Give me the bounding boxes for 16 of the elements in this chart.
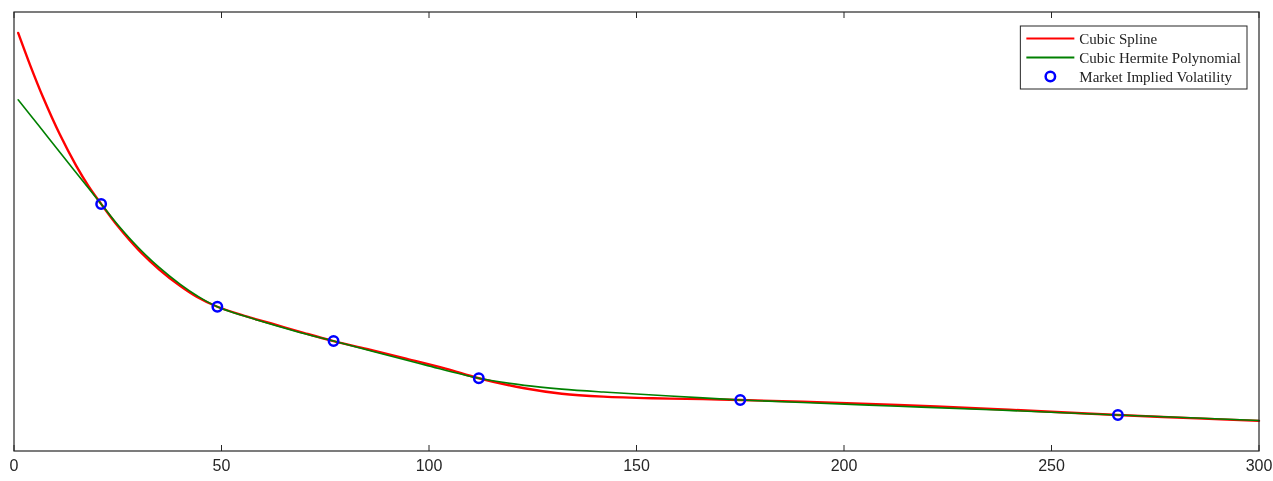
- point: [95, 197, 108, 210]
- point: [211, 300, 224, 313]
- x-tick-label: 300: [1245, 457, 1273, 474]
- x-tick-label: 50: [212, 457, 231, 474]
- point: [1111, 409, 1124, 421]
- point: [327, 335, 340, 347]
- x-tick-label: 150: [623, 457, 650, 474]
- legend-label: Cubic Hermite Polynomial: [1079, 49, 1242, 66]
- legend-label: Market Implied Volatility: [1079, 68, 1233, 85]
- point: [734, 394, 747, 406]
- point: [472, 372, 485, 385]
- x-tick-label: 250: [1038, 457, 1065, 474]
- legend-label: Cubic Spline: [1079, 30, 1158, 47]
- x-tick-label: 100: [415, 457, 443, 474]
- x-tick-label: 0: [9, 457, 19, 474]
- x-tick-label: 200: [830, 457, 858, 474]
